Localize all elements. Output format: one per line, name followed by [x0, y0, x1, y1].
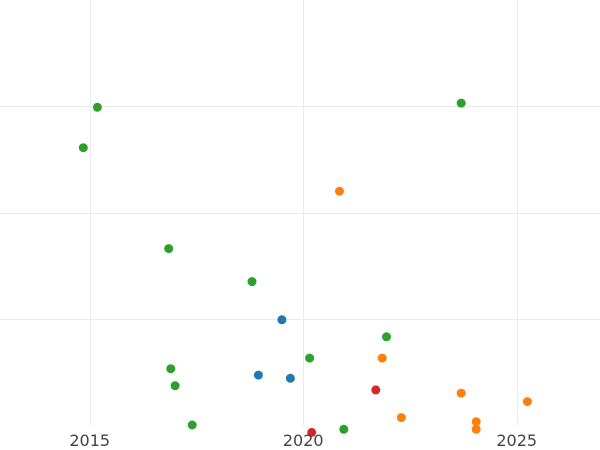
data-point [377, 353, 387, 363]
x-axis-tick-labels: 2015 2020 2025 [69, 431, 537, 450]
data-point [471, 417, 481, 427]
data-point [253, 370, 263, 380]
data-point [339, 424, 349, 434]
data-point [277, 315, 287, 325]
data-point [285, 373, 295, 383]
data-point [247, 277, 257, 287]
x-tick-label-2015: 2015 [69, 431, 110, 450]
data-point [456, 388, 466, 398]
data-point [522, 397, 532, 407]
data-point [170, 381, 180, 391]
x-tick-label-2025: 2025 [496, 431, 537, 450]
data-point [371, 385, 381, 395]
grid [0, 0, 600, 425]
data-point [92, 102, 102, 112]
data-point [335, 186, 344, 196]
data-point [187, 420, 197, 430]
data-point [166, 364, 176, 374]
data-point [382, 332, 391, 342]
data-point [164, 244, 174, 254]
data-point [471, 424, 481, 434]
data-point [307, 427, 317, 437]
data-point [305, 353, 315, 363]
x-tick-label-2020: 2020 [283, 431, 324, 450]
data-point [396, 413, 406, 423]
data-point [78, 143, 88, 153]
data-points [78, 98, 532, 437]
data-point [456, 98, 466, 108]
